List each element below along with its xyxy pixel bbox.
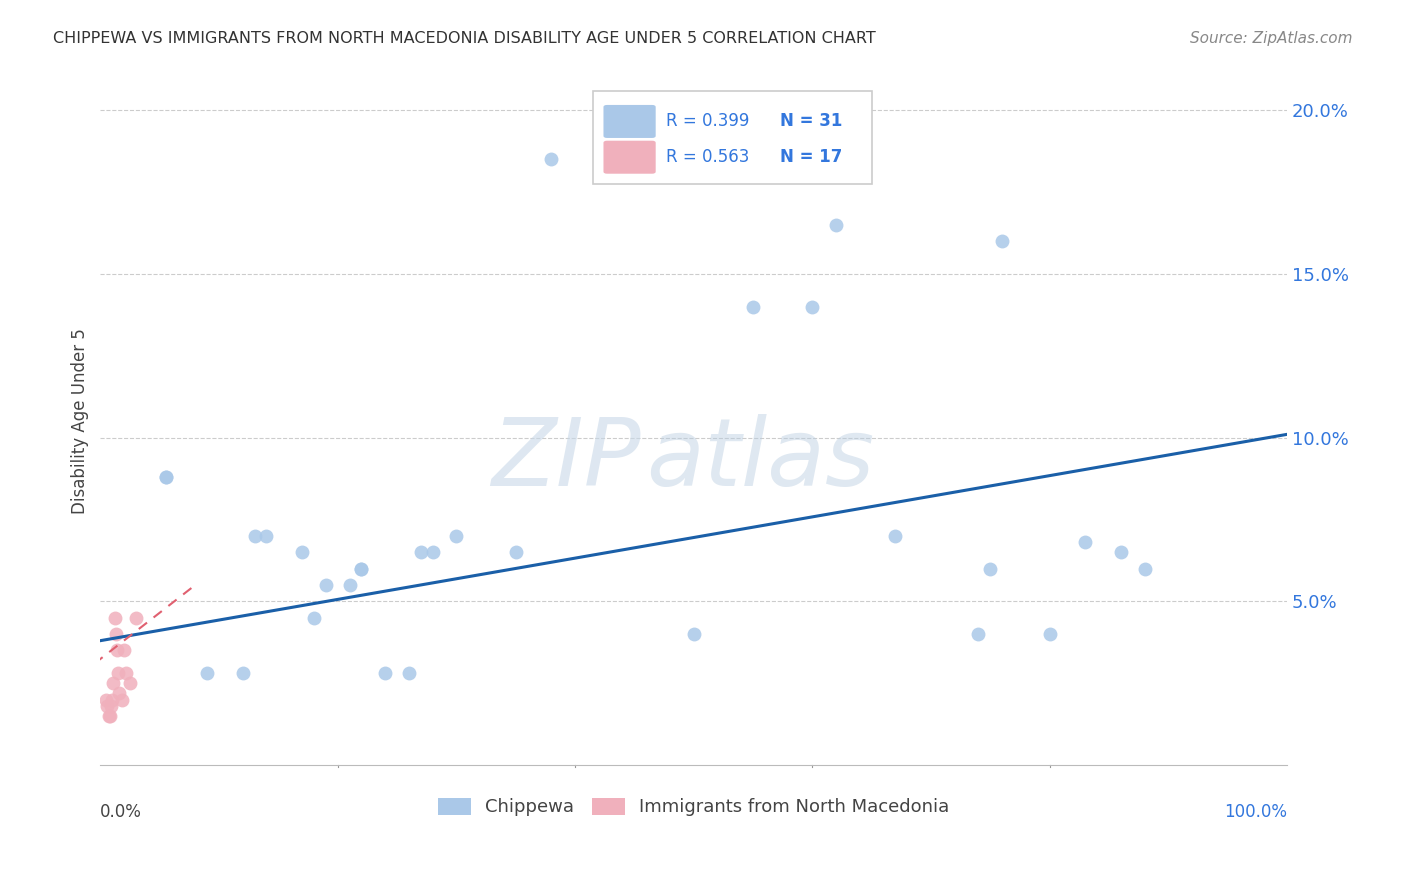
Y-axis label: Disability Age Under 5: Disability Age Under 5 bbox=[72, 328, 89, 514]
Point bbox=[1109, 545, 1132, 559]
Point bbox=[884, 529, 907, 543]
Point bbox=[105, 643, 128, 657]
Point bbox=[125, 611, 148, 625]
Point bbox=[104, 611, 127, 625]
Point bbox=[96, 692, 118, 706]
Point bbox=[115, 666, 138, 681]
Point bbox=[505, 545, 527, 559]
Point bbox=[374, 666, 396, 681]
Point bbox=[291, 545, 314, 559]
Point bbox=[315, 578, 337, 592]
Point bbox=[967, 627, 990, 641]
FancyBboxPatch shape bbox=[603, 105, 655, 138]
Text: N = 17: N = 17 bbox=[780, 148, 842, 166]
Point bbox=[103, 676, 125, 690]
Text: R = 0.563: R = 0.563 bbox=[666, 148, 749, 166]
Point bbox=[155, 470, 177, 484]
Point bbox=[107, 666, 129, 681]
Point bbox=[1074, 535, 1097, 549]
Point bbox=[339, 578, 361, 592]
FancyBboxPatch shape bbox=[593, 91, 872, 184]
Point bbox=[108, 686, 131, 700]
Point bbox=[243, 529, 266, 543]
Text: 100.0%: 100.0% bbox=[1225, 803, 1286, 821]
Point bbox=[422, 545, 444, 559]
Point bbox=[991, 234, 1014, 248]
Point bbox=[111, 692, 134, 706]
Point bbox=[350, 561, 373, 575]
Text: 0.0%: 0.0% bbox=[100, 803, 142, 821]
Text: R = 0.399: R = 0.399 bbox=[666, 112, 749, 130]
Point bbox=[302, 611, 325, 625]
Point bbox=[540, 153, 562, 167]
Point bbox=[118, 676, 141, 690]
Point bbox=[409, 545, 432, 559]
Text: atlas: atlas bbox=[647, 414, 875, 505]
Point bbox=[98, 709, 121, 723]
Point bbox=[97, 709, 120, 723]
Point bbox=[104, 627, 127, 641]
Point bbox=[101, 692, 124, 706]
Legend: Chippewa, Immigrants from North Macedonia: Chippewa, Immigrants from North Macedoni… bbox=[430, 790, 956, 823]
Point bbox=[742, 300, 765, 314]
FancyBboxPatch shape bbox=[603, 141, 655, 174]
Point bbox=[1133, 561, 1156, 575]
Point bbox=[232, 666, 254, 681]
Point bbox=[825, 218, 848, 232]
Text: Source: ZipAtlas.com: Source: ZipAtlas.com bbox=[1189, 31, 1353, 46]
Text: N = 31: N = 31 bbox=[780, 112, 842, 130]
Point bbox=[682, 627, 704, 641]
Point bbox=[256, 529, 278, 543]
Point bbox=[155, 470, 177, 484]
Point bbox=[1039, 627, 1062, 641]
Point bbox=[801, 300, 824, 314]
Point bbox=[195, 666, 218, 681]
Text: CHIPPEWA VS IMMIGRANTS FROM NORTH MACEDONIA DISABILITY AGE UNDER 5 CORRELATION C: CHIPPEWA VS IMMIGRANTS FROM NORTH MACEDO… bbox=[53, 31, 876, 46]
Point bbox=[350, 561, 373, 575]
Point bbox=[100, 699, 122, 714]
Point bbox=[446, 529, 468, 543]
Point bbox=[979, 561, 1001, 575]
Point bbox=[112, 643, 135, 657]
Point bbox=[96, 699, 118, 714]
Text: ZIP: ZIP bbox=[491, 414, 640, 505]
Point bbox=[398, 666, 420, 681]
